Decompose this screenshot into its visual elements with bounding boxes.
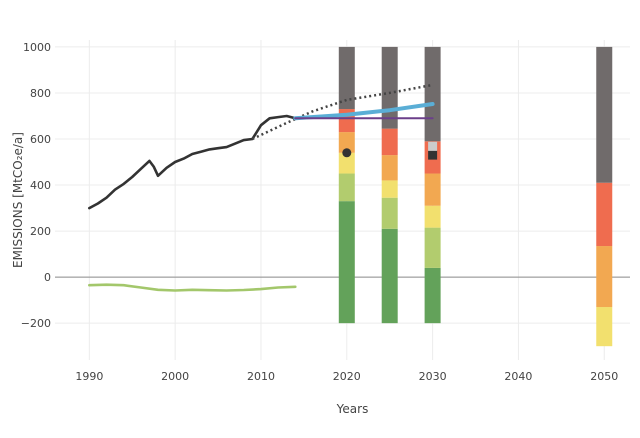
y-tick-label: 0 <box>44 271 51 284</box>
blue-path-line <box>293 102 435 121</box>
bar-segment-2030-green <box>424 267 441 324</box>
x-tick-label: 2050 <box>590 370 618 383</box>
bar-segment-2050-red <box>596 182 613 247</box>
bar-segment-2030-orange <box>424 173 441 206</box>
x-tick-label: 2010 <box>247 370 275 383</box>
bar-segment-2030-gray <box>424 46 441 142</box>
y-tick-label: −200 <box>21 317 51 330</box>
bar-segment-2050-gray <box>596 46 613 183</box>
square-marker-2030 <box>428 141 438 151</box>
x-axis-title: Years <box>336 402 369 416</box>
x-tick-label: 2030 <box>419 370 447 383</box>
historical-line <box>88 114 297 210</box>
x-tick-label: 1990 <box>75 370 103 383</box>
bar-segment-2030-lightgreen <box>424 227 441 268</box>
bar-segment-2020-orange <box>338 132 355 153</box>
bar-segment-2020-yellow <box>338 152 355 174</box>
circle-marker-2020 <box>342 148 352 158</box>
bar-segment-2025-red <box>381 128 398 156</box>
y-tick-label: 400 <box>30 179 51 192</box>
trend-dotted-line <box>251 83 433 141</box>
y-tick-label: 800 <box>30 87 51 100</box>
x-tick-label: 2000 <box>161 370 189 383</box>
bar-segment-2025-green <box>381 228 398 324</box>
x-tick-label: 2020 <box>333 370 361 383</box>
bar-segment-2025-lightgreen <box>381 197 398 229</box>
bar-segment-2030-yellow <box>424 205 441 228</box>
y-tick-label: 1000 <box>23 41 51 54</box>
y-tick-label: 200 <box>30 225 51 238</box>
bar-segment-2020-lightgreen <box>338 173 355 202</box>
bar-segment-2020-green <box>338 201 355 324</box>
bar-segment-2025-yellow <box>381 180 398 198</box>
sink-line <box>88 283 297 292</box>
bar-segment-2020-gray <box>338 46 355 110</box>
bar-segment-2025-gray <box>381 46 398 129</box>
y-axis-title: EMISSIONS [MtCO₂e/a] <box>11 132 25 268</box>
bar-segment-2025-orange <box>381 155 398 181</box>
x-tick-label: 2040 <box>504 370 532 383</box>
bar-segment-2050-yellow <box>596 307 613 347</box>
y-tick-label: 600 <box>30 133 51 146</box>
square-marker-2030 <box>428 150 438 160</box>
bar-segment-2050-orange <box>596 246 613 308</box>
